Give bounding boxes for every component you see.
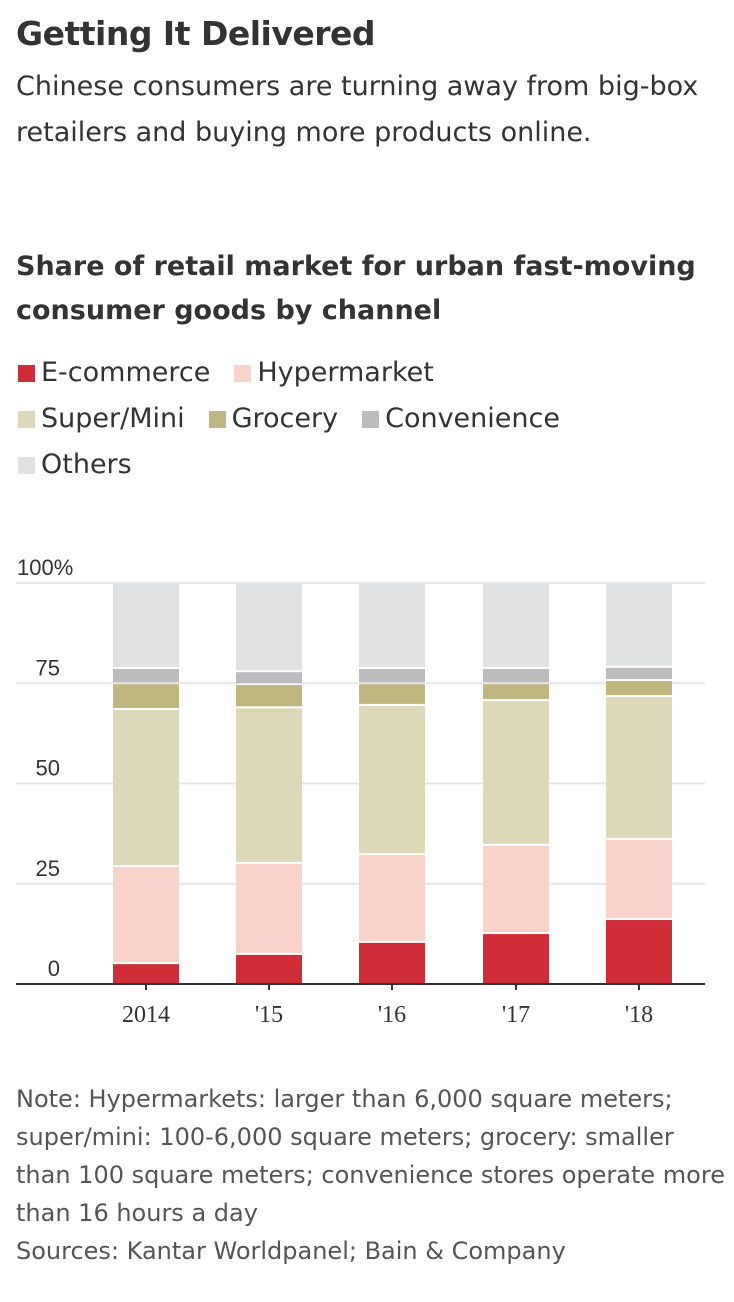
- page-title: Getting It Delivered: [16, 14, 376, 53]
- y-tick-label: 50: [36, 756, 60, 781]
- x-tick-label: '18: [625, 1002, 653, 1028]
- bar-segment-hypermarket: [359, 855, 425, 941]
- legend: E-commerce Hypermarket Super/Mini Grocery Co…: [18, 350, 718, 488]
- bar-segment-hypermarket: [606, 839, 672, 919]
- legend-swatch: [234, 364, 252, 382]
- legend-row: Others: [18, 442, 718, 488]
- bar-segment-grocery: [483, 684, 549, 700]
- legend-item-super-mini: Super/Mini: [18, 396, 185, 442]
- footnote: Note: Hypermarkets: larger than 6,000 sq…: [16, 1080, 726, 1270]
- legend-item-convenience: Convenience: [362, 396, 560, 442]
- x-tick-label: '17: [502, 1002, 530, 1028]
- chart-title: Share of retail market for urban fast-mo…: [16, 251, 696, 326]
- stacked-bar-chart: 0 25 50 75 100% 2014 '15 '16 '17 '18: [16, 555, 705, 1028]
- legend-label: Hypermarket: [257, 357, 434, 388]
- bar-segment-super-mini: [483, 701, 549, 844]
- bar-segment-super-mini: [236, 708, 302, 862]
- legend-item-e-commerce: E-commerce: [18, 350, 210, 396]
- bar-segment-e-commerce: [606, 920, 672, 983]
- bar-segment-e-commerce: [483, 934, 549, 983]
- bar-segment-hypermarket: [113, 867, 179, 963]
- y-tick-label: 75: [36, 655, 60, 680]
- bar-segment-others: [483, 584, 549, 668]
- bar-segment-e-commerce: [236, 954, 302, 983]
- legend-swatch: [18, 410, 35, 428]
- bar-segment-others: [236, 584, 302, 671]
- bar-segment-grocery: [606, 681, 672, 696]
- note-text: Note: Hypermarkets: larger than 6,000 sq…: [16, 1085, 725, 1227]
- legend-label: Super/Mini: [41, 403, 185, 434]
- legend-label: E-commerce: [41, 357, 211, 388]
- bar-segment-super-mini: [113, 709, 179, 866]
- bar-segment-others: [113, 584, 179, 668]
- bar-segment-super-mini: [606, 697, 672, 838]
- bar-segment-hypermarket: [483, 845, 549, 933]
- legend-item-others: Others: [18, 442, 132, 488]
- legend-swatch: [18, 364, 35, 382]
- bar-segment-grocery: [236, 685, 302, 707]
- bar-segment-grocery: [113, 684, 179, 708]
- y-tick-label: 25: [36, 856, 60, 881]
- sources-text: Sources: Kantar Worldpanel; Bain & Compa…: [16, 1237, 566, 1265]
- bar-segment-convenience: [483, 669, 549, 683]
- bar-segment-hypermarket: [236, 863, 302, 953]
- legend-row: E-commerce Hypermarket: [18, 350, 718, 396]
- bar-segment-convenience: [606, 667, 672, 680]
- legend-item-grocery: Grocery: [208, 396, 339, 442]
- bar-segment-others: [606, 584, 672, 666]
- legend-item-hypermarket: Hypermarket: [234, 350, 434, 396]
- bar-segment-others: [359, 584, 425, 668]
- y-tick-label: 0: [48, 956, 60, 981]
- legend-label: Convenience: [385, 403, 560, 434]
- x-tick-label: 2014: [122, 1002, 170, 1028]
- bar-segment-super-mini: [359, 705, 425, 854]
- bar-segment-e-commerce: [359, 942, 425, 983]
- legend-swatch: [362, 410, 380, 428]
- legend-row: Super/Mini Grocery Convenience: [18, 396, 718, 442]
- bar-segment-grocery: [359, 684, 425, 704]
- legend-swatch: [208, 410, 226, 428]
- legend-label: Others: [41, 449, 132, 480]
- y-tick-label: 100%: [17, 555, 73, 580]
- x-tick-label: '15: [255, 1002, 283, 1028]
- legend-swatch: [18, 456, 35, 474]
- bar-segment-e-commerce: [113, 964, 179, 983]
- bar-segment-convenience: [236, 672, 302, 684]
- bar-segment-convenience: [359, 669, 425, 683]
- subtitle: Chinese consumers are turning away from …: [16, 71, 699, 148]
- x-tick-label: '16: [378, 1002, 406, 1028]
- bar-segment-convenience: [113, 669, 179, 683]
- legend-label: Grocery: [231, 403, 339, 434]
